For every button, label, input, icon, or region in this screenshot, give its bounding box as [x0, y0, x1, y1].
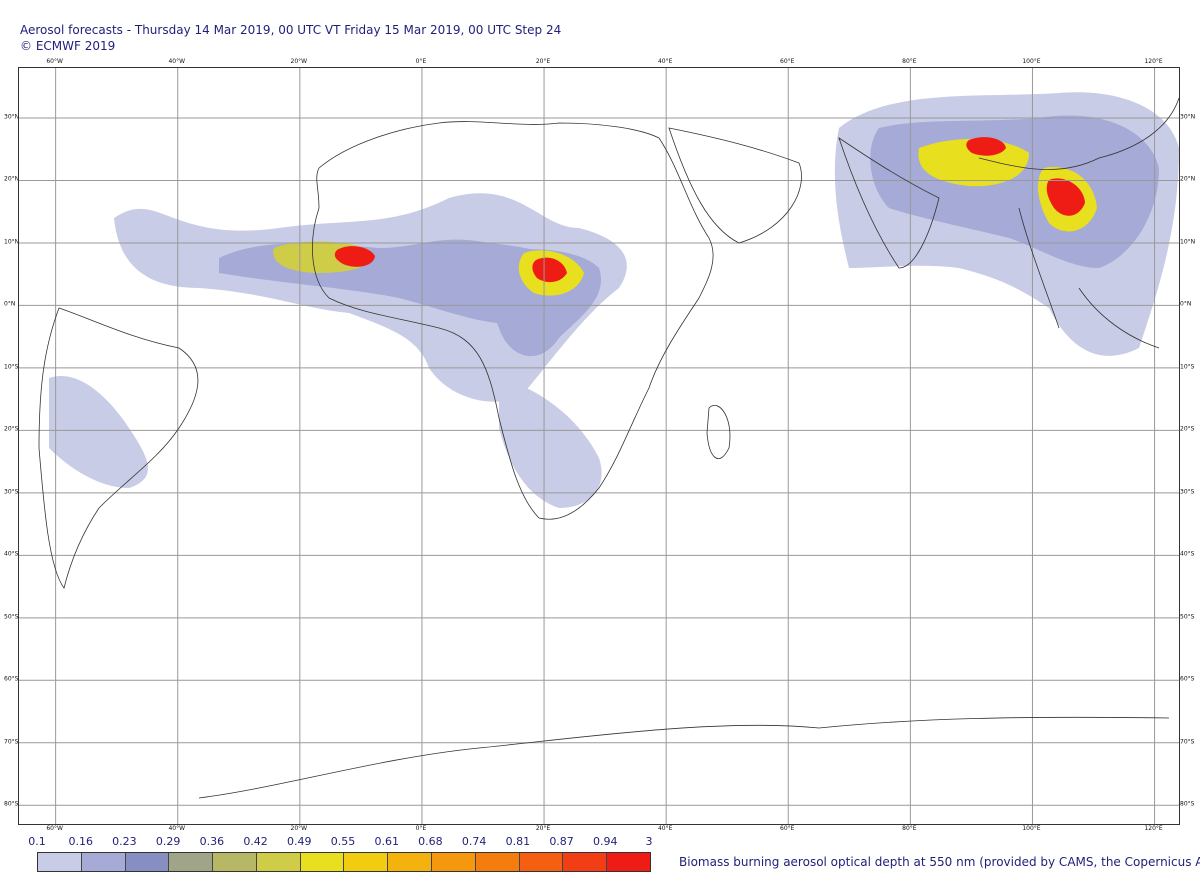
longitude-label: 40°E [657, 825, 673, 832]
coast-madagascar [706, 405, 731, 460]
longitude-label: 60°E [780, 825, 795, 832]
map-panel[interactable] [18, 67, 1180, 825]
longitude-label: 40°E [657, 58, 673, 65]
colorbar-level-label: 3 [645, 835, 653, 848]
colorbar-segment [519, 853, 564, 871]
longitude-label: 20°E [535, 58, 551, 65]
colorbar-level-label: 0.49 [287, 835, 312, 848]
longitude-label: 20°E [535, 825, 551, 832]
latitude-label: 30°N [4, 113, 20, 121]
colorbar-segment [300, 853, 345, 871]
longitude-label: 60°W [46, 58, 63, 65]
colorbar-segment [81, 853, 126, 871]
colorbar-segment [607, 853, 650, 871]
colorbar-segment [344, 853, 389, 871]
title-block: Aerosol forecasts - Thursday 14 Mar 2019… [20, 22, 561, 54]
colorbar-segment [256, 853, 301, 871]
longitude-label: 100°E [1022, 825, 1041, 832]
coast-africa [312, 121, 714, 520]
latitude-label: 50°S [4, 613, 19, 621]
plume-south-america [49, 376, 148, 488]
latitude-label: 40°S [1180, 550, 1195, 558]
latitude-label: 10°N [1180, 238, 1196, 246]
map-canvas [19, 68, 1179, 824]
longitude-label: 60°W [46, 825, 63, 832]
latitude-label: 60°S [1180, 675, 1195, 683]
longitude-label: 40°W [168, 58, 186, 65]
coast-india [838, 137, 940, 269]
colorbar-level-label: 0.1 [28, 835, 46, 848]
latitude-label: 10°N [4, 238, 20, 246]
plume-asia-red-2 [1046, 178, 1085, 216]
longitude-label: 80°E [902, 58, 917, 65]
colorbar-level-label: 0.16 [68, 835, 93, 848]
colorbar-level-label: 0.29 [155, 835, 181, 848]
longitude-label: 60°E [780, 58, 795, 65]
plume-west-africa-red [334, 246, 375, 267]
colorbar-level-label: 0.42 [243, 835, 268, 848]
longitude-label: 120°E [1144, 58, 1163, 65]
aerosol-plumes [49, 92, 1179, 508]
map-title: Aerosol forecasts - Thursday 14 Mar 2019… [20, 23, 562, 37]
latitude-label: 30°S [4, 488, 19, 496]
colorbar-segment [475, 853, 520, 871]
graticule [19, 68, 1179, 824]
latitude-label: 20°S [4, 425, 19, 433]
coast-south-america [38, 307, 199, 589]
latitude-label: 30°S [1180, 488, 1195, 496]
latitude-label: 40°S [4, 550, 19, 558]
colorbar-caption: Biomass burning aerosol optical depth at… [679, 855, 1200, 869]
copyright: © ECMWF 2019 [20, 39, 116, 53]
latitude-label: 70°S [1180, 738, 1195, 746]
longitude-label: 120°E [1144, 825, 1163, 832]
longitude-label: 80°E [902, 825, 917, 832]
colorbar-segment [169, 853, 214, 871]
longitude-label: 40°W [168, 825, 186, 832]
colorbar [37, 852, 651, 872]
latitude-label: 0°N [4, 300, 16, 308]
latitude-label: 70°S [4, 738, 19, 746]
latitude-label: 60°S [4, 675, 19, 683]
coast-southeast-asia [978, 97, 1179, 349]
plume-asia-red-1 [966, 137, 1006, 156]
latitude-label: 80°S [4, 800, 19, 808]
colorbar-level-label: 0.61 [374, 835, 399, 848]
colorbar-level-label: 0.94 [593, 835, 618, 848]
colorbar-level-label: 0.74 [461, 835, 487, 848]
latitude-label: 80°S [1180, 800, 1195, 808]
colorbar-segment [213, 853, 257, 871]
coast-antarctica [198, 716, 1170, 799]
colorbar-segment [38, 853, 82, 871]
colorbar-segment [125, 853, 170, 871]
latitude-label: 30°N [1180, 113, 1196, 121]
colorbar-level-label: 0.36 [199, 835, 225, 848]
longitude-label: 100°E [1022, 58, 1041, 65]
latitude-label: 0°N [1180, 300, 1192, 308]
coast-arabia [668, 127, 802, 244]
coastlines [38, 97, 1179, 799]
latitude-label: 20°N [4, 175, 20, 183]
colorbar-segment [388, 853, 433, 871]
longitude-label: 20°W [290, 58, 308, 65]
plume-central-africa-red [532, 257, 567, 283]
latitude-label: 20°N [1180, 175, 1196, 183]
longitude-label: 0°E [415, 58, 427, 65]
longitude-label: 0°E [415, 825, 427, 832]
colorbar-level-label: 0.55 [330, 835, 356, 848]
longitude-label: 20°W [290, 825, 308, 832]
latitude-label: 50°S [1180, 613, 1195, 621]
plume-southern-africa [499, 378, 602, 508]
colorbar-level-label: 0.81 [505, 835, 531, 848]
colorbar-segment [432, 853, 476, 871]
latitude-label: 10°S [4, 363, 19, 371]
colorbar-level-label: 0.87 [549, 835, 574, 848]
colorbar-level-label: 0.68 [418, 835, 443, 848]
colorbar-segment [563, 853, 608, 871]
colorbar-level-label: 0.23 [112, 835, 137, 848]
latitude-label: 10°S [1180, 363, 1195, 371]
latitude-label: 20°S [1180, 425, 1195, 433]
